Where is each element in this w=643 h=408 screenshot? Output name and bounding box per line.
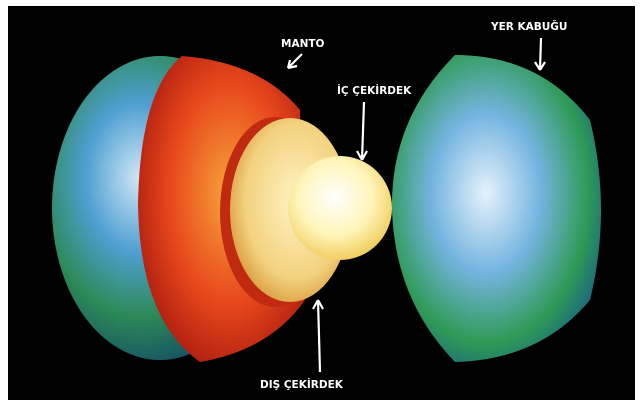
- arrow-mantle: [286, 53, 303, 70]
- arrow-inner-core: [356, 101, 368, 161]
- label-inner-core: İÇ ÇEKİRDEK: [337, 83, 412, 97]
- label-mantle: MANTO: [281, 38, 325, 50]
- arrow-crust: [534, 37, 546, 71]
- inner-core: [288, 156, 392, 260]
- earth-right-half: [391, 55, 601, 362]
- arrow-outer-core: [312, 299, 324, 373]
- label-outer-core: DIŞ ÇEKİRDEK: [260, 377, 344, 391]
- label-crust: YER KABUĞU: [490, 20, 567, 33]
